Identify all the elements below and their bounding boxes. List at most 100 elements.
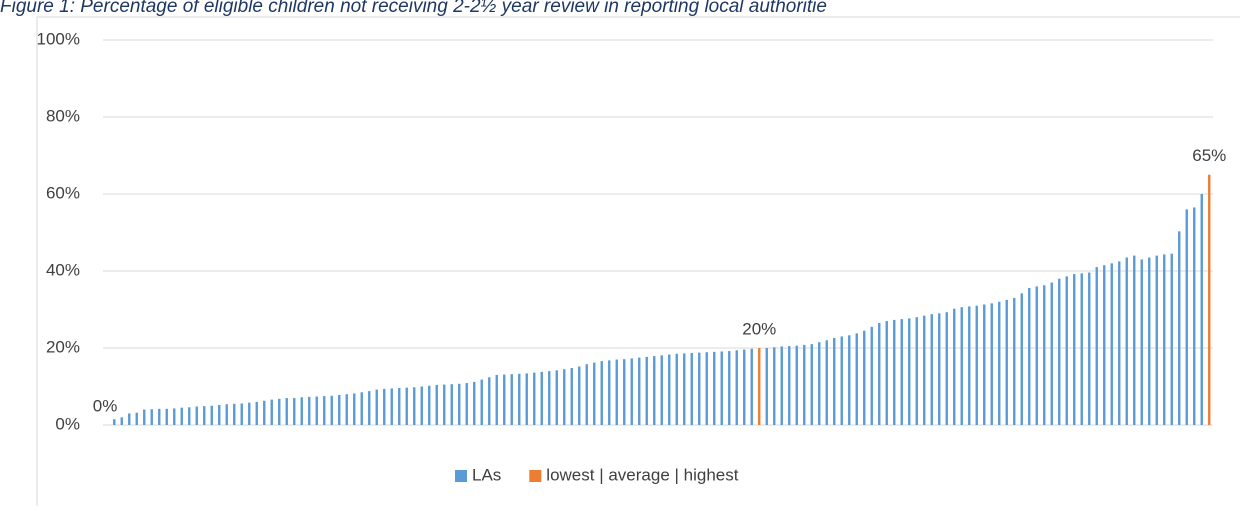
bar [1080,273,1083,425]
bar [345,394,348,425]
chart-frame [36,16,1240,511]
bar [825,340,828,425]
bar [398,388,401,425]
bar [1170,253,1173,425]
bar [1140,259,1143,425]
data-label: 20% [742,319,776,338]
bar [473,381,476,425]
bar [623,359,626,425]
bar [285,398,288,425]
y-tick-label: 80% [46,106,80,125]
bar [773,347,776,425]
bar [675,353,678,425]
bar [173,408,176,425]
bar [945,312,948,425]
data-label: 65% [1192,146,1226,165]
bar [525,373,528,425]
bar [518,373,521,425]
bar [900,319,903,425]
bar [1200,194,1203,425]
bar [608,360,611,425]
bar [330,395,333,425]
bar [488,377,491,425]
bar [135,412,138,425]
bar [578,366,581,425]
bar [765,348,768,425]
bar [968,306,971,425]
bar [1118,261,1121,425]
bar [1185,209,1188,425]
bar [698,352,701,425]
bar [495,374,498,425]
bar [1095,267,1098,425]
bar [180,407,183,425]
bar [278,398,281,425]
bar [1155,255,1158,425]
bar [1020,293,1023,425]
bar [893,319,896,425]
bar [1013,297,1016,425]
bar [1058,278,1061,425]
bar [120,417,123,425]
bar [878,322,881,425]
bar [338,394,341,425]
bar [270,399,273,425]
bar [570,368,573,425]
bar [1050,282,1053,425]
bar [690,353,693,425]
bar [420,386,423,425]
bar [758,348,761,425]
bar [458,383,461,425]
bar [375,389,378,425]
bar [1088,272,1091,425]
bar [158,408,161,425]
bar [668,354,671,425]
bar [540,371,543,425]
bar [1193,207,1196,425]
bar [833,337,836,425]
bar [225,404,228,425]
bar [983,304,986,425]
bar [615,359,618,425]
bar [413,387,416,425]
bar [585,364,588,425]
bar [938,313,941,425]
bar [720,351,723,425]
bar [428,385,431,425]
bar [630,358,633,425]
bar [750,348,753,425]
bar [465,383,468,425]
bar [1208,174,1211,425]
bar [503,374,506,425]
bar [930,314,933,425]
bar [660,355,663,425]
bar [293,398,296,425]
bar [450,384,453,425]
bar [840,336,843,425]
bar [915,317,918,425]
y-tick-label: 60% [46,183,80,202]
bar [383,388,386,425]
bar [128,413,131,425]
bar [885,321,888,425]
bar [803,344,806,425]
bar [1103,265,1106,425]
bar [210,405,213,425]
bar [863,330,866,425]
bar [240,403,243,425]
bar [263,400,266,425]
bar [555,370,558,425]
data-label: 0% [93,396,118,415]
bar [203,406,206,425]
bar [735,350,738,425]
bar [855,333,858,425]
bar [645,356,648,425]
bar [1125,257,1128,425]
bar [150,409,153,425]
bar [143,409,146,425]
legend-marker [529,470,542,482]
bar [390,388,393,425]
bar [195,406,198,425]
bar [188,407,191,425]
